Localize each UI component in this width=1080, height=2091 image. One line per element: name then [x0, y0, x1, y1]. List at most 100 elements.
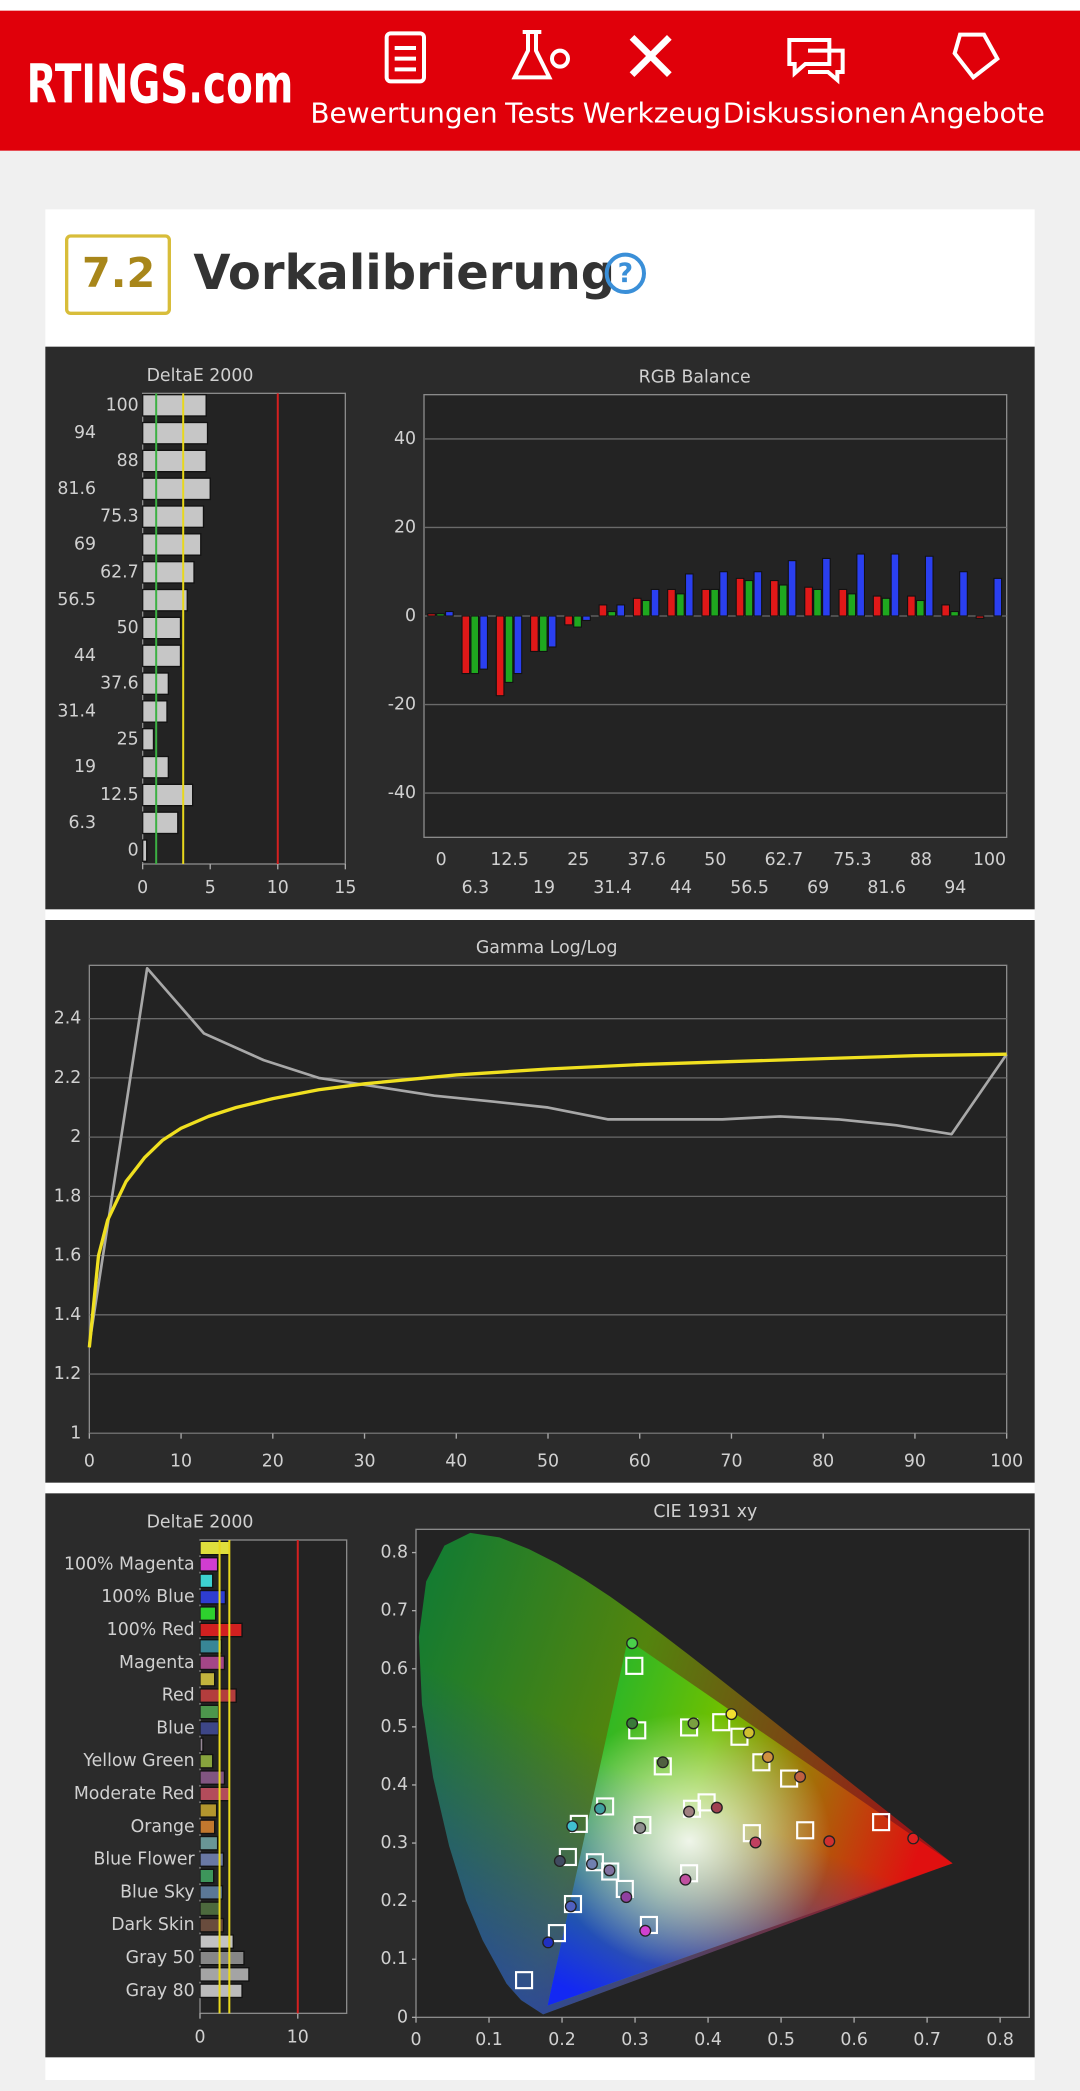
category-label: 19 — [74, 757, 96, 777]
x-tick-label: 0 — [194, 2027, 205, 2047]
x-tick-label: 94 — [944, 878, 966, 898]
category-label: Red — [162, 1686, 195, 1706]
target-point — [625, 1656, 644, 1675]
bar — [881, 597, 891, 617]
nav-item[interactable]: Tests — [504, 97, 575, 130]
x-tick-label: 44 — [670, 878, 692, 898]
nav-item[interactable]: Bewertungen — [310, 97, 497, 130]
bar — [530, 615, 539, 652]
x-tick-label: 88 — [910, 850, 932, 870]
category-label: 0 — [128, 841, 139, 861]
category-label: 100% Blue — [101, 1587, 194, 1607]
bar — [598, 604, 608, 617]
chart-title: DeltaE 2000 — [147, 1513, 254, 1533]
category-label: 100 — [106, 395, 139, 415]
bar — [142, 533, 202, 556]
bar — [753, 571, 763, 617]
bar — [975, 615, 985, 619]
bar — [632, 597, 642, 617]
measured-point — [679, 1873, 692, 1886]
bar — [719, 571, 728, 617]
bar — [950, 611, 959, 617]
bar — [513, 615, 523, 675]
y-tick-label: 1.6 — [54, 1246, 82, 1266]
target-point — [514, 1971, 534, 1990]
measured-point — [594, 1802, 606, 1815]
status-strip — [0, 0, 1080, 11]
x-tick-label: 100 — [990, 1451, 1023, 1471]
target-point — [601, 1862, 620, 1881]
category-label: 44 — [74, 646, 96, 666]
measured-point — [634, 1821, 647, 1834]
bar — [142, 449, 207, 473]
measured-point — [564, 1900, 577, 1913]
category-label: Orange — [131, 1817, 195, 1837]
x-tick-label: 25 — [567, 850, 589, 870]
bar — [199, 1737, 204, 1753]
nav-item[interactable]: Angebote — [910, 97, 1045, 130]
y-tick-label: 40 — [394, 429, 416, 449]
category-label: 50 — [117, 618, 139, 638]
category-label: Magenta — [119, 1653, 195, 1673]
bar — [684, 573, 694, 617]
x-tick-label: 12.5 — [490, 850, 529, 870]
nav-item[interactable]: Diskussionen — [723, 97, 907, 130]
measured-point — [687, 1717, 700, 1730]
x-tick-label: 15 — [334, 878, 356, 898]
icon-clipboard — [384, 31, 426, 84]
line — [87, 1052, 1007, 1348]
x-tick-label: 56.5 — [730, 878, 769, 898]
bar — [142, 560, 195, 584]
x-tick-label: 40 — [445, 1451, 467, 1471]
x-tick-label: 0 — [84, 1451, 95, 1471]
x-tick-label: 0.8 — [986, 2030, 1014, 2050]
y-tick-label: 0.2 — [380, 1891, 408, 1911]
bar — [199, 1967, 250, 1982]
bar — [650, 588, 660, 617]
x-tick-label: 0.4 — [694, 2030, 722, 2050]
x-tick-label: 100 — [973, 850, 1006, 870]
bar — [142, 477, 211, 501]
chart-title: DeltaE 2000 — [147, 366, 254, 386]
y-tick-label: 1.4 — [54, 1305, 82, 1325]
gamut-white — [547, 1639, 953, 2006]
bar — [890, 553, 900, 617]
y-tick-label: 0.6 — [380, 1659, 408, 1679]
chart-title: Gamma Log/Log — [476, 938, 618, 958]
x-tick-label: 10 — [170, 1451, 192, 1471]
bar — [427, 613, 436, 617]
nav-item[interactable]: Werkzeug — [583, 97, 721, 130]
bar — [199, 1934, 234, 1949]
bar — [142, 616, 182, 640]
x-tick-label: 81.6 — [867, 878, 906, 898]
bar — [907, 595, 916, 617]
bar — [199, 1573, 214, 1589]
measured-point — [656, 1756, 669, 1769]
category-label: Moderate Red — [74, 1784, 195, 1804]
bar — [199, 1770, 226, 1785]
bar — [461, 615, 471, 675]
bar — [856, 553, 865, 617]
category-label: Blue — [156, 1718, 194, 1738]
help-icon[interactable] — [604, 252, 646, 294]
bar — [199, 1819, 216, 1835]
measured-point — [683, 1805, 696, 1818]
bar — [199, 1721, 220, 1736]
category-label: 37.6 — [100, 674, 139, 694]
x-tick-label: 50 — [537, 1451, 559, 1471]
bar — [142, 700, 168, 723]
target-point — [872, 1813, 891, 1832]
x-tick-label: 0.2 — [548, 2030, 576, 2050]
y-tick-label: 2.4 — [54, 1009, 82, 1029]
bar — [804, 586, 813, 617]
x-tick-label: 0.3 — [621, 2030, 649, 2050]
bar — [822, 557, 831, 617]
category-label: Gray 50 — [126, 1948, 195, 1968]
y-tick-label: -40 — [388, 783, 416, 803]
category-label: Yellow Green — [82, 1751, 194, 1771]
help-mark[interactable]: ? — [618, 258, 633, 289]
category-label: 69 — [74, 535, 96, 555]
logo[interactable]: RTINGS.com — [27, 53, 294, 116]
x-tick-label: 69 — [807, 878, 829, 898]
